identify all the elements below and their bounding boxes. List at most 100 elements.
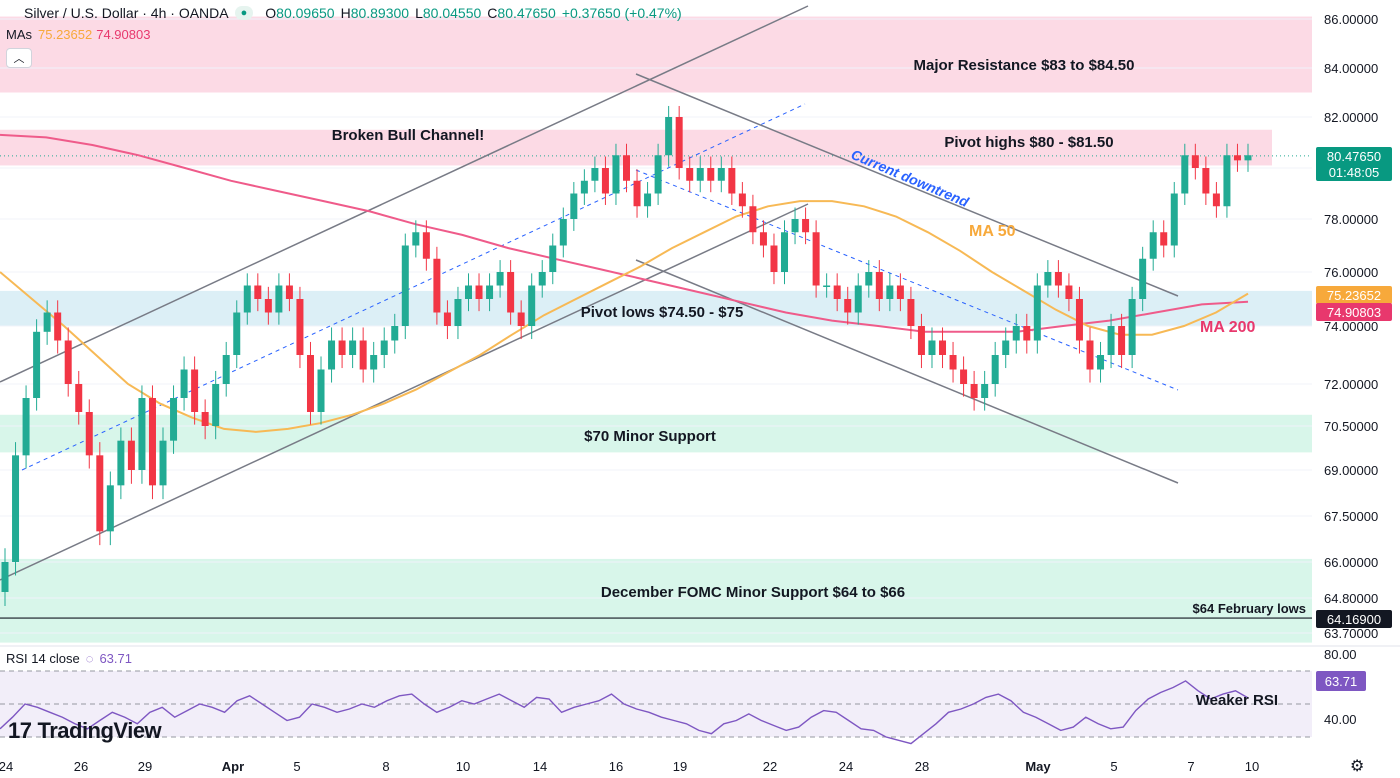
candle-body [496,272,504,286]
candle-body [665,117,673,156]
ma200-tag-text: 74.90803 [1327,305,1381,320]
candle-body [138,398,146,470]
time-tick-label: 14 [533,759,547,774]
mas-legend[interactable]: MAs 75.23652 74.90803 [6,27,150,42]
price-tick-label: 70.50000 [1324,419,1378,434]
candle-body [1191,155,1199,168]
candle-body [170,398,178,441]
time-tick-label: 7 [1187,759,1194,774]
candle-body [770,245,778,272]
time-tick-label: May [1025,759,1051,774]
candle-body [1002,340,1010,355]
price-tick-label: 76.00000 [1324,265,1378,280]
price-tick-label: 64.80000 [1324,591,1378,606]
zone-label-70-support: $70 Minor Support [584,428,716,445]
price-axis-bg [1312,0,1400,645]
candle-body [1139,258,1147,299]
change-value: +0.37650 (+0.47%) [561,5,682,21]
candles-layer [1,105,1252,606]
candle-body [1097,355,1105,370]
symbol-title[interactable]: Silver / U.S. Dollar · 4h · OANDA [24,5,229,21]
candle-body [433,258,441,313]
candle-body [654,155,662,194]
collapse-legend-button[interactable]: ︿ [6,48,32,68]
price-tick-label: 78.00000 [1324,212,1378,227]
zone-2 [0,290,1312,326]
candle-body [538,272,546,286]
mas-label: MAs [6,27,32,42]
candle-body [43,312,51,332]
candle-body [264,299,272,313]
candle-body [1149,232,1157,259]
candle-body [1012,326,1020,341]
price-tick-label: 72.00000 [1324,377,1378,392]
candle-body [380,340,388,355]
candle-body [1128,299,1136,355]
ma50-tag-bg [1316,286,1392,304]
candle-body [1075,299,1083,341]
candle-body [1181,155,1189,194]
candle-body [907,299,915,326]
candle-body [338,340,346,355]
market-status-badge[interactable]: ● [234,6,254,20]
rsi-axis-label: 40.00 [1324,712,1357,727]
time-tick-label: 28 [915,759,929,774]
annotation-broken-channel: Broken Bull Channel! [332,127,485,144]
feb-lows-tag-bg [1316,610,1392,628]
candle-body [991,355,999,384]
candle-body [212,384,220,426]
candle-body [117,440,125,486]
rsi-legend[interactable]: RSI 14 close ◌ 63.71 [6,651,132,666]
candle-body [591,168,599,181]
gear-icon[interactable]: ⚙ [1350,758,1365,775]
candle-body [833,285,841,299]
trend-line-5 [635,169,1179,391]
candle-body [717,168,725,181]
candle-body [749,206,757,233]
price-tick-label: 63.70000 [1324,626,1378,641]
price-tick-label: 84.00000 [1324,61,1378,76]
ma50-legend-value: 75.23652 [38,27,93,42]
zone-label-fomc-support: December FOMC Minor Support $64 to $66 [601,584,905,601]
candle-body [791,219,799,233]
tradingview-logo[interactable]: 17 TradingView [8,718,162,744]
candle-body [296,299,304,355]
candle-body [1044,272,1052,286]
candle-body [191,369,199,412]
candle-body [896,285,904,299]
candle-body [633,180,641,207]
ma200-tag-bg [1316,303,1392,321]
candle-body [64,340,72,384]
time-tick-label: 10 [456,759,470,774]
candle-body [349,340,357,355]
zone-label-pivot-highs: Pivot highs $80 - $81.50 [944,134,1113,151]
rsi-pane: 80.00 40.00 63.71 Weaker RSI [0,645,1400,745]
last-price-tag-bg [1316,147,1392,181]
rsi-axis-label: 80.00 [1324,647,1357,662]
candle-body [1202,168,1210,194]
candle-body [601,168,609,194]
close-label: C [487,5,498,21]
time-tick-label: 24 [0,759,13,774]
candle-body [96,455,104,532]
candle-body [759,232,767,246]
candle-body [1233,155,1241,161]
candle-body [580,180,588,194]
candle-body [970,384,978,398]
open-label: O [265,5,277,21]
trend-line-3 [635,73,1179,297]
candle-body [949,355,957,370]
time-tick-label: 19 [673,759,687,774]
low-label: L [415,5,423,21]
candle-body [148,398,156,486]
candle-body [812,232,820,286]
candle-body [454,299,462,326]
candle-body [391,326,399,341]
zone-4 [0,558,1312,643]
candle-body [201,412,209,426]
rsi-line [0,680,1249,745]
candle-body [528,285,536,326]
zone-1 [0,129,1272,166]
candle-body [12,455,20,562]
